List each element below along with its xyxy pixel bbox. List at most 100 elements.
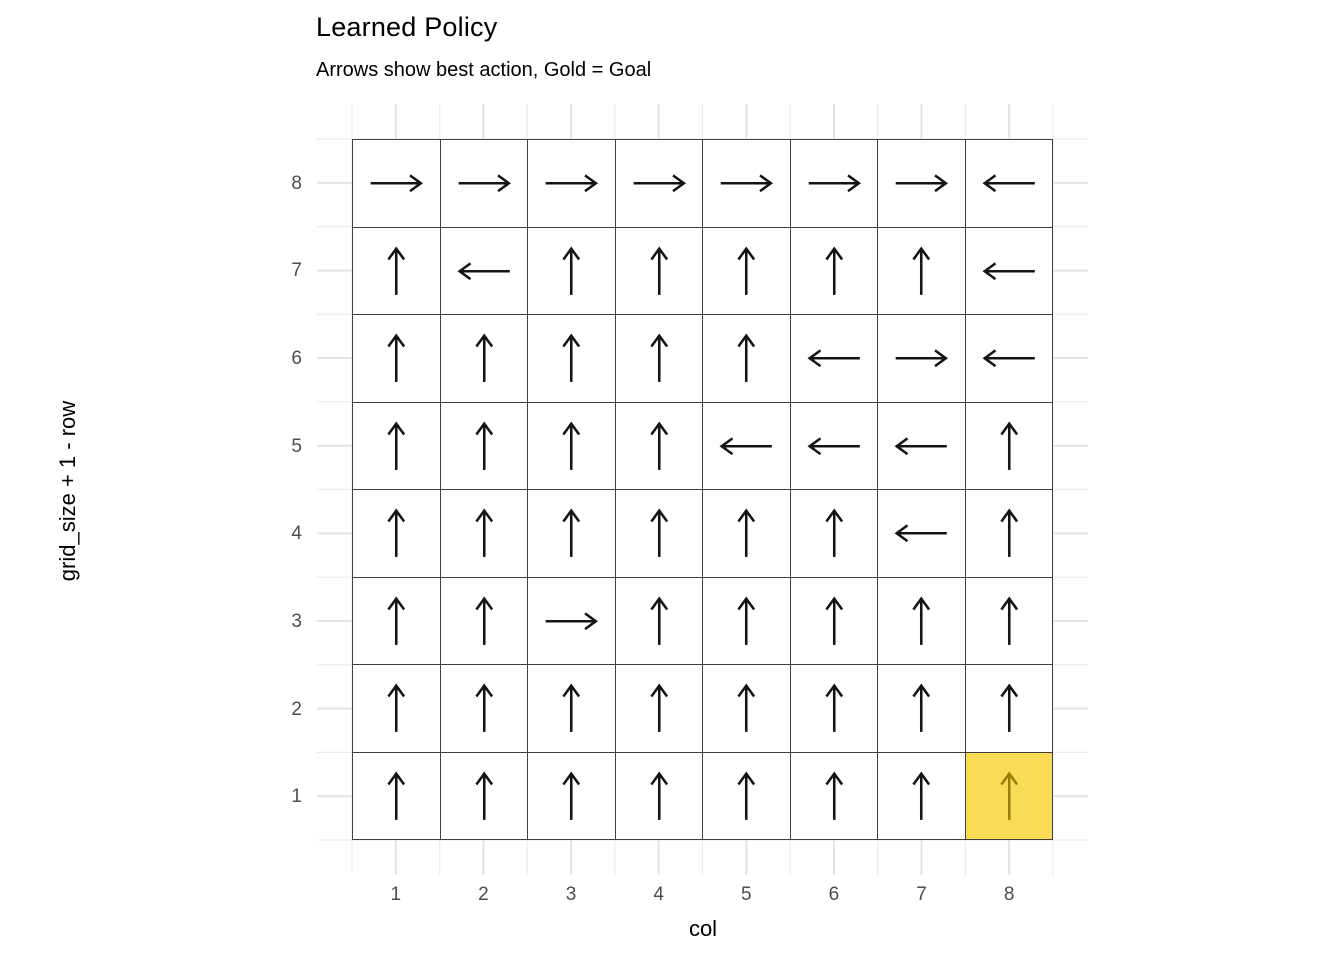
y-tick-label-1: 1 (291, 786, 302, 808)
policy-cell-r3c4 (615, 577, 702, 664)
policy-cell-r6c6 (790, 315, 877, 402)
policy-cell-r5c1 (353, 402, 440, 489)
policy-cell-r8c4 (615, 140, 702, 227)
y-tick-label-6: 6 (291, 348, 302, 370)
policy-grid (352, 139, 1053, 840)
policy-cell-r8c7 (878, 140, 965, 227)
policy-cell-r2c7 (878, 665, 965, 752)
policy-cell-r2c4 (615, 665, 702, 752)
y-tick-label-4: 4 (291, 523, 302, 545)
up-arrow-icon (649, 508, 668, 557)
policy-cell-r8c3 (528, 140, 615, 227)
policy-cell-r6c5 (703, 315, 790, 402)
up-arrow-icon (737, 333, 756, 382)
x-tick-label-3: 3 (565, 884, 577, 905)
up-arrow-icon (999, 420, 1018, 470)
up-arrow-icon (649, 333, 668, 382)
policy-cell-r1c7 (878, 752, 965, 839)
x-tick-label-4: 4 (653, 884, 664, 905)
policy-cell-r3c6 (790, 577, 877, 664)
policy-cell-r1c2 (440, 752, 527, 839)
up-arrow-icon (387, 333, 406, 382)
policy-cell-r4c2 (440, 490, 527, 577)
up-arrow-icon (562, 770, 581, 820)
policy-cell-r8c6 (790, 140, 877, 227)
policy-cell-r1c3 (528, 752, 615, 839)
policy-cell-r5c7 (878, 402, 965, 489)
up-arrow-icon (912, 770, 931, 820)
policy-cell-r2c5 (703, 665, 790, 752)
up-arrow-icon (387, 420, 406, 470)
policy-cell-r4c6 (790, 490, 877, 577)
policy-cell-r7c5 (703, 227, 790, 314)
policy-cell-r2c3 (528, 665, 615, 752)
right-arrow-icon (808, 174, 861, 193)
left-arrow-icon (807, 349, 860, 368)
up-arrow-icon (824, 683, 843, 732)
policy-cell-r6c8 (965, 315, 1052, 402)
right-arrow-icon (895, 174, 948, 193)
up-arrow-icon (562, 683, 581, 732)
left-arrow-icon (894, 436, 947, 455)
policy-cell-r2c2 (440, 665, 527, 752)
up-arrow-icon (737, 595, 756, 645)
policy-cell-r2c6 (790, 665, 877, 752)
up-arrow-icon (474, 508, 493, 557)
up-arrow-icon (387, 770, 406, 820)
policy-cell-r6c3 (528, 315, 615, 402)
policy-cell-r5c3 (528, 402, 615, 489)
x-tick-label-5: 5 (741, 884, 752, 905)
policy-cell-r5c2 (440, 402, 527, 489)
policy-cell-r8c8 (965, 140, 1052, 227)
goal-cell (965, 752, 1052, 839)
policy-cell-r1c5 (703, 752, 790, 839)
right-arrow-icon (545, 611, 598, 630)
policy-cell-r5c4 (615, 402, 702, 489)
up-arrow-icon (387, 683, 406, 732)
y-tick-label-7: 7 (291, 260, 302, 282)
up-arrow-icon (562, 420, 581, 470)
up-arrow-icon (824, 595, 843, 645)
left-arrow-icon (894, 524, 947, 543)
policy-cell-r6c2 (440, 315, 527, 402)
policy-cell-r7c8 (965, 227, 1052, 314)
up-arrow-icon (474, 333, 493, 382)
policy-cell-r7c7 (878, 227, 965, 314)
policy-cell-r4c1 (353, 490, 440, 577)
policy-cell-r2c8 (965, 665, 1052, 752)
up-arrow-icon (912, 595, 931, 645)
up-arrow-icon (474, 595, 493, 645)
up-arrow-icon (737, 245, 756, 295)
right-arrow-icon (370, 174, 423, 193)
up-arrow-icon (912, 245, 931, 295)
x-tick-label-6: 6 (828, 884, 840, 905)
up-arrow-icon (387, 245, 406, 295)
policy-cell-r7c1 (353, 227, 440, 314)
policy-cell-r5c5 (703, 402, 790, 489)
policy-cell-r6c4 (615, 315, 702, 402)
policy-cell-r8c5 (703, 140, 790, 227)
up-arrow-icon (387, 595, 406, 645)
policy-cell-r8c2 (440, 140, 527, 227)
policy-cell-r7c4 (615, 227, 702, 314)
policy-cell-r3c1 (353, 577, 440, 664)
policy-cell-r7c6 (790, 227, 877, 314)
policy-cell-r4c4 (615, 490, 702, 577)
y-axis-title: grid_size + 1 - row (55, 400, 80, 582)
x-tick-label-1: 1 (390, 884, 402, 905)
policy-cell-r8c1 (353, 140, 440, 227)
x-tick-label-8: 8 (1003, 884, 1015, 905)
right-arrow-icon (545, 174, 598, 193)
policy-cell-r5c8 (965, 402, 1052, 489)
policy-cell-r3c8 (965, 577, 1052, 664)
y-tick-label-2: 2 (291, 698, 302, 720)
up-arrow-icon (474, 770, 493, 820)
policy-cell-r7c3 (528, 227, 615, 314)
policy-cell-r1c6 (790, 752, 877, 839)
right-arrow-icon (720, 174, 773, 193)
policy-cell-r1c1 (353, 752, 440, 839)
policy-cell-r6c7 (878, 315, 965, 402)
left-arrow-icon (457, 261, 510, 280)
up-arrow-icon (387, 508, 406, 557)
